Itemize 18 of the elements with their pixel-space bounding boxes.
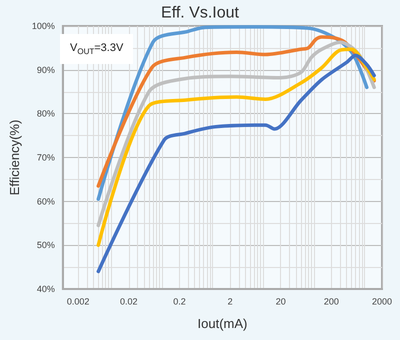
x-tick-label: 0.2 [173,296,186,306]
chart-title: Eff. Vs.Iout [161,4,240,22]
y-tick-label: 60% [36,196,55,206]
y-axis-title: Efficiency(%) [7,120,22,196]
y-tick-label: 40% [36,284,55,294]
x-tick-label: 2 [228,296,233,306]
y-tick-label: 90% [36,64,55,75]
y-tick-label: 70% [36,152,55,162]
x-tick-label: 2000 [372,296,392,306]
y-tick-label: 50% [36,240,55,250]
y-tick-label: 100% [32,21,55,31]
x-tick-label: 0.02 [120,296,138,306]
x-tick-label: 20 [276,296,286,306]
x-tick-label: 0.002 [66,296,90,306]
x-axis-title: Iout(mA) [198,316,248,331]
y-tick-label: 80% [36,108,55,119]
annotation: V$_{OUT}$=3.3V [60,34,134,64]
x-tick-label: 200 [324,296,339,306]
